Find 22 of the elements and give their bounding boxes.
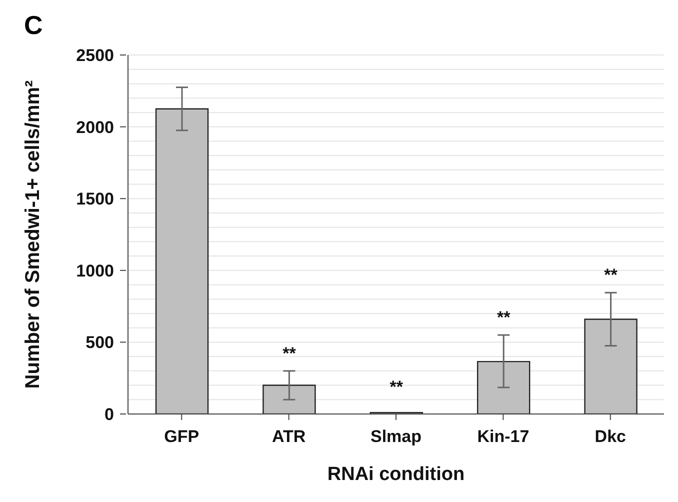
x-axis-title: RNAi condition xyxy=(327,464,465,485)
y-axis-title: Number of Smedwi-1+ cells/mm² xyxy=(22,80,44,389)
data-label: ** xyxy=(282,344,296,363)
bar xyxy=(155,108,209,414)
bar xyxy=(262,384,316,414)
y-tick-label: 1000 xyxy=(76,261,114,280)
data-label: ** xyxy=(496,308,511,328)
x-tick-label: Dkc xyxy=(594,427,626,446)
bar xyxy=(584,318,638,414)
bar xyxy=(477,360,530,414)
x-tick-label: Slmap xyxy=(370,427,422,446)
data-label: ** xyxy=(604,266,618,285)
x-tick-label: Kin-17 xyxy=(477,427,530,446)
y-tick-label: 2500 xyxy=(76,46,114,65)
x-tick-label: GFP xyxy=(164,427,200,446)
y-tick-label: 0 xyxy=(104,405,114,424)
x-tick-label: ATR xyxy=(272,427,306,446)
y-tick-label: 500 xyxy=(86,333,114,352)
chart-title: C xyxy=(24,10,43,41)
y-tick-label: 1500 xyxy=(76,190,114,209)
data-label: ** xyxy=(390,378,404,397)
y-tick-label: 2000 xyxy=(76,118,114,137)
